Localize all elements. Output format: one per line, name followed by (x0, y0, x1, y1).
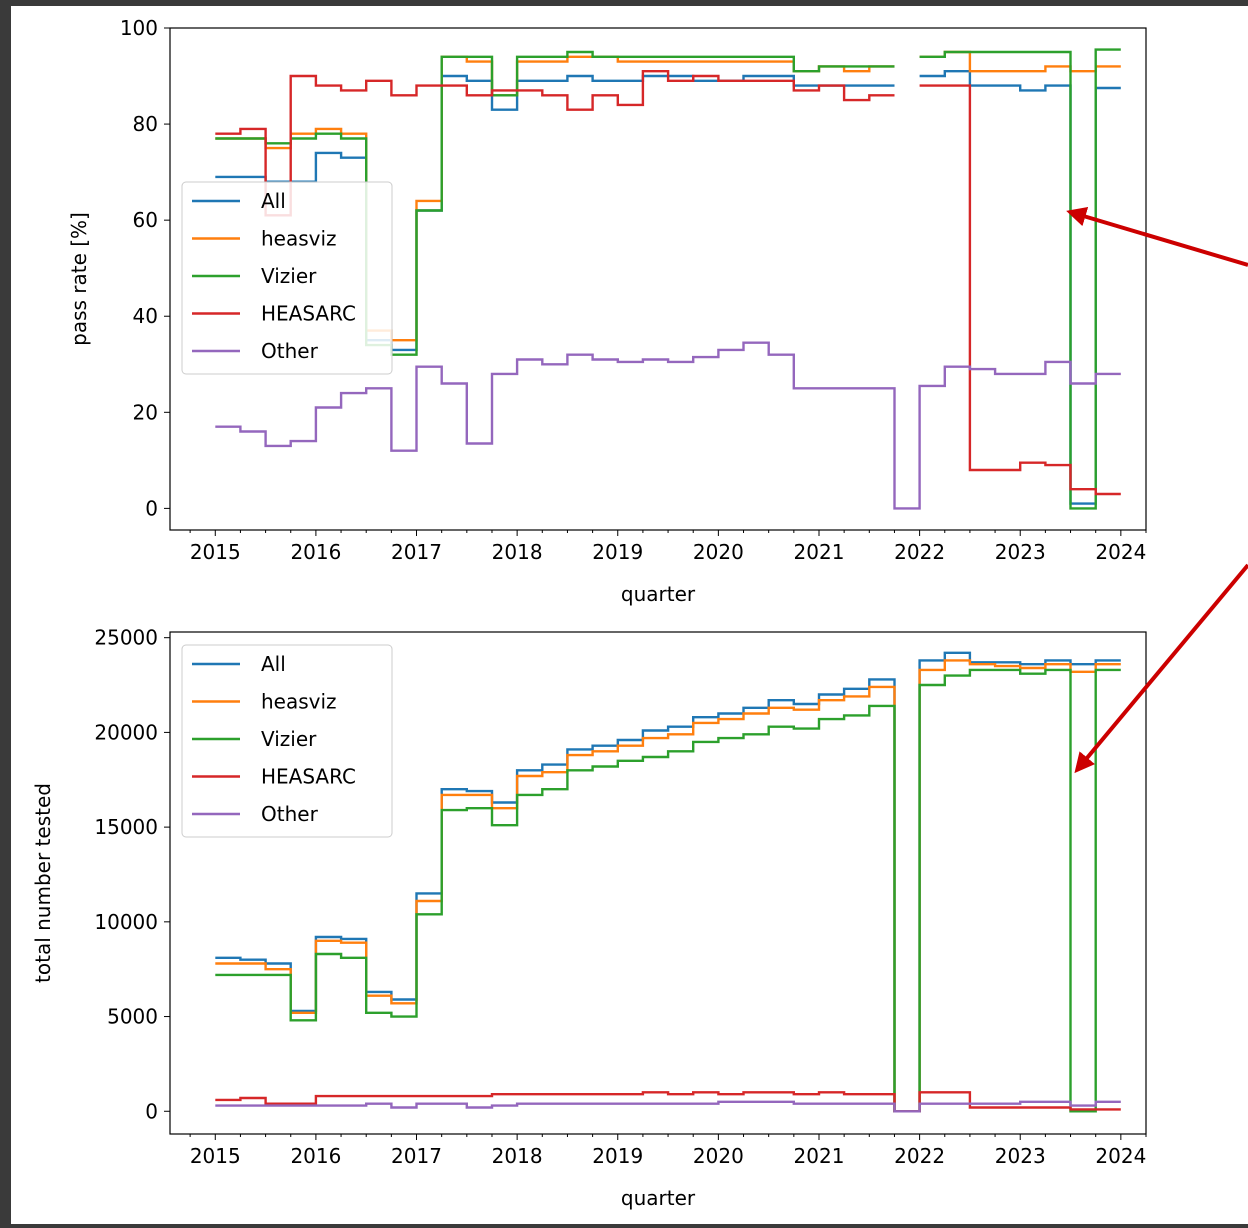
x-tick-label: 2015 (190, 1144, 241, 1168)
series-line-heasarc (215, 70, 1121, 496)
x-tick-label: 2022 (894, 540, 945, 564)
legend: All heasviz Vizier HEASARC Other (181, 644, 393, 838)
total-tested-chart: 2015 2016 2017 2018 2019 2020 2021 2022 2023 2024… (31, 626, 1147, 1210)
x-tick-label: 2022 (894, 1144, 945, 1168)
x-tick-label: 2020 (693, 1144, 744, 1168)
y-tick-label: 80 (133, 112, 158, 136)
legend-label-heasarc: HEASARC (261, 765, 356, 789)
y-tick-label: 10000 (94, 910, 158, 934)
legend-box (181, 181, 393, 375)
x-tick-label: 2021 (794, 1144, 845, 1168)
legend-label-all: All (261, 189, 286, 213)
series-line-heasviz (215, 659, 1121, 1113)
figure-svg: 2015 2016 2017 2018 2019 2020 2021 2022 2023 2024… (31, 16, 1248, 1210)
x-tick-label: 2024 (1095, 540, 1146, 564)
x-tick-label: 2019 (592, 540, 643, 564)
y-tick-label: 5000 (107, 1005, 158, 1029)
y-axis-label: pass rate [%] (67, 212, 91, 346)
y-tick-label: 25000 (94, 626, 158, 650)
annotation-arrow-upper (1066, 206, 1248, 267)
y-tick-label: 20000 (94, 720, 158, 744)
x-tick-label: 2020 (693, 540, 744, 564)
x-axis-label: quarter (621, 1186, 696, 1210)
legend-label-heasarc: HEASARC (261, 302, 356, 326)
series-line-vizier (215, 48, 1121, 510)
x-tick-label: 2023 (995, 1144, 1046, 1168)
x-tick-label: 2016 (290, 540, 341, 564)
x-tick-label: 2023 (995, 540, 1046, 564)
legend-label-other: Other (261, 802, 319, 826)
y-tick-label: 15000 (94, 815, 158, 839)
x-tick-label: 2021 (794, 540, 845, 564)
x-axis-label: quarter (621, 582, 696, 606)
y-axis-label: total number tested (31, 783, 55, 983)
legend-label-all: All (261, 652, 286, 676)
y-tick-label: 20 (133, 400, 158, 424)
legend-label-other: Other (261, 339, 319, 363)
y-tick-label: 40 (133, 304, 158, 328)
legend-label-heasviz: heasviz (261, 690, 337, 714)
legend: All heasviz Vizier HEASARC Other (181, 181, 393, 375)
x-tick-label: 2017 (391, 540, 442, 564)
x-tick-label: 2016 (290, 1144, 341, 1168)
y-tick-label: 0 (145, 1099, 158, 1123)
x-tick-label: 2019 (592, 1144, 643, 1168)
y-tick-label: 100 (120, 16, 158, 40)
legend-box (181, 644, 393, 838)
series-line-other (215, 1100, 1121, 1113)
legend-label-heasviz: heasviz (261, 227, 337, 251)
pass-rate-chart: 2015 2016 2017 2018 2019 2020 2021 2022 2023 2024… (67, 16, 1147, 606)
figure-canvas: 2015 2016 2017 2018 2019 2020 2021 2022 2023 2024… (11, 6, 1248, 1224)
y-tick-label: 60 (133, 208, 158, 232)
x-tick-label: 2018 (492, 540, 543, 564)
x-tick-label: 2017 (391, 1144, 442, 1168)
series-line-heasarc (215, 1091, 1121, 1113)
annotation-arrow-lower (1074, 563, 1248, 774)
x-tick-label: 2018 (492, 1144, 543, 1168)
annotation-arrows (1066, 206, 1248, 774)
y-tick-label: 0 (145, 496, 158, 520)
legend-label-vizier: Vizier (261, 264, 317, 288)
legend-label-vizier: Vizier (261, 727, 317, 751)
x-tick-label: 2024 (1095, 1144, 1146, 1168)
x-tick-label: 2015 (190, 540, 241, 564)
series-line-vizier (215, 668, 1121, 1113)
series-line-other (215, 341, 1121, 510)
